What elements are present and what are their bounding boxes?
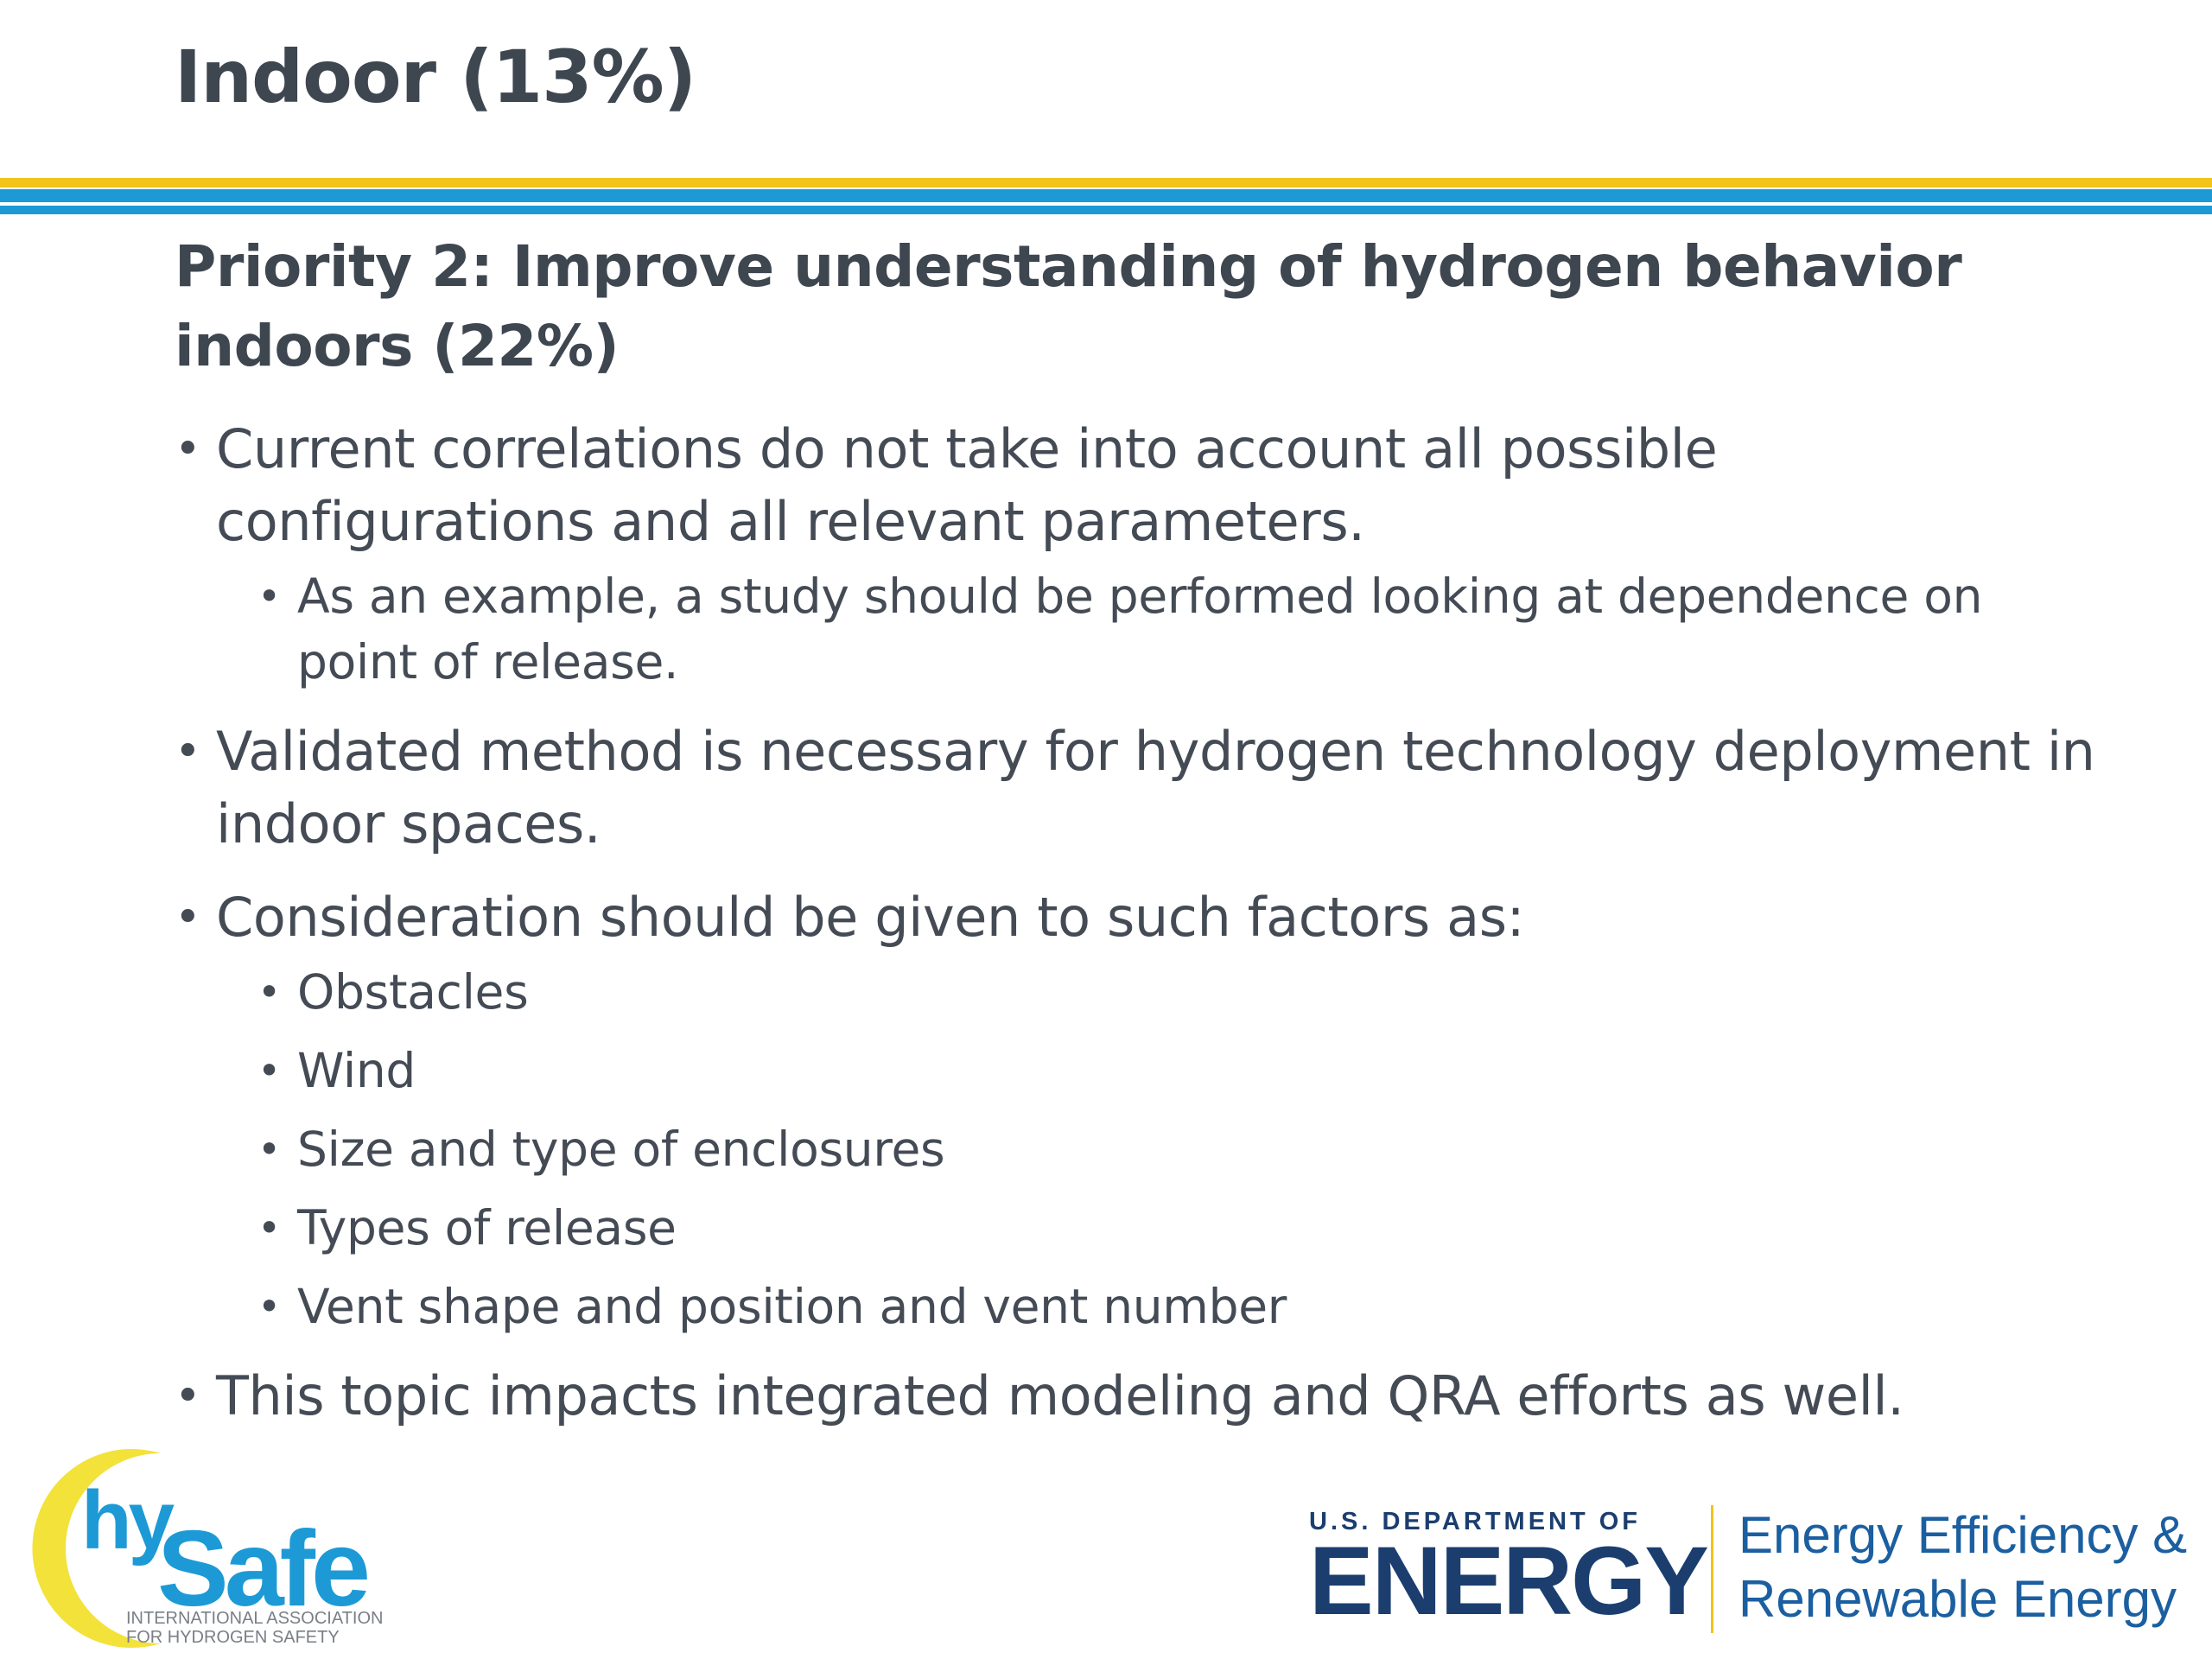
bullet-text: Current correlations do not take into ac…: [216, 417, 1718, 553]
bullet-item: • This topic impacts integrated modeling…: [175, 1360, 2110, 1433]
sub-bullet-text: Obstacles: [297, 964, 529, 1020]
doe-logo: U.S. DEPARTMENT OF ENERGY: [1309, 1508, 1709, 1635]
sub-bullet-item: • Obstacles: [257, 959, 2110, 1025]
hysafe-tagline-line2: FOR HYDROGEN SAFETY: [126, 1628, 340, 1647]
slide-subtitle: Priority 2: Improve understanding of hyd…: [175, 233, 1962, 379]
bullet-list: • Current correlations do not take into …: [175, 413, 2110, 1433]
sub-bullet-item: • Wind: [257, 1038, 2110, 1103]
header-rule-yellow: [0, 178, 2212, 188]
header-rule-blue: [0, 189, 2212, 202]
sub-bullet-item: • Types of release: [257, 1195, 2110, 1261]
sub-bullet-text: Types of release: [297, 1200, 677, 1255]
sub-bullet-text: As an example, a study should be perform…: [297, 569, 1983, 690]
bullet-text: Consideration should be given to such fa…: [216, 886, 1525, 949]
sub-bullet-text: Wind: [297, 1043, 416, 1098]
sub-bullet-dot: •: [257, 1283, 281, 1330]
hysafe-tagline-line1: INTERNATIONAL ASSOCIATION: [126, 1609, 384, 1628]
sub-bullet-list: • Obstacles • Wind • Size and type of en…: [216, 959, 2110, 1339]
bullet-item: • Current correlations do not take into …: [175, 413, 2110, 695]
bullet-dot: •: [175, 892, 201, 944]
eere-logo: Energy Efficiency & Renewable Energy: [1738, 1503, 2187, 1631]
hysafe-hy-text: hy: [81, 1474, 175, 1567]
eere-line2: Renewable Energy: [1738, 1570, 2177, 1628]
sub-bullet-item: • As an example, a study should be perfo…: [257, 563, 2110, 695]
sub-bullet-dot: •: [257, 1126, 281, 1173]
bullet-dot: •: [175, 1370, 201, 1422]
doe-department-text: U.S. DEPARTMENT OF: [1309, 1508, 1642, 1535]
hysafe-crescent-icon: [32, 1449, 161, 1648]
eere-line1: Energy Efficiency &: [1738, 1506, 2188, 1564]
bullet-dot: •: [175, 726, 201, 778]
bullet-text: This topic impacts integrated modeling a…: [216, 1364, 1904, 1427]
sub-bullet-text: Vent shape and position and vent number: [297, 1279, 1287, 1334]
hysafe-safe-text: Safe: [157, 1510, 367, 1629]
sub-bullet-dot: •: [257, 969, 281, 1015]
bullet-list-container: • Current correlations do not take into …: [175, 413, 2110, 1453]
sub-bullet-text: Size and type of enclosures: [297, 1122, 945, 1177]
logo-divider: [1711, 1505, 1713, 1633]
slide-title: Indoor (13%): [175, 35, 696, 119]
bullet-item: • Validated method is necessary for hydr…: [175, 715, 2110, 861]
hysafe-logo: hy Safe: [32, 1449, 372, 1648]
header-rule-blue-lower: [0, 206, 2212, 214]
sub-bullet-list: • As an example, a study should be perfo…: [216, 563, 2110, 695]
hysafe-tagline: INTERNATIONAL ASSOCIATION FOR HYDROGEN S…: [126, 1609, 383, 1647]
bullet-dot: •: [175, 423, 201, 475]
sub-bullet-dot: •: [257, 1047, 281, 1094]
sub-bullet-item: • Vent shape and position and vent numbe…: [257, 1274, 2110, 1339]
bullet-text: Validated method is necessary for hydrog…: [216, 720, 2095, 855]
sub-bullet-item: • Size and type of enclosures: [257, 1116, 2110, 1182]
sub-bullet-dot: •: [257, 573, 281, 620]
bullet-item: • Consideration should be given to such …: [175, 881, 2110, 1339]
sub-bullet-dot: •: [257, 1205, 281, 1251]
doe-energy-text: ENERGY: [1309, 1527, 1709, 1635]
